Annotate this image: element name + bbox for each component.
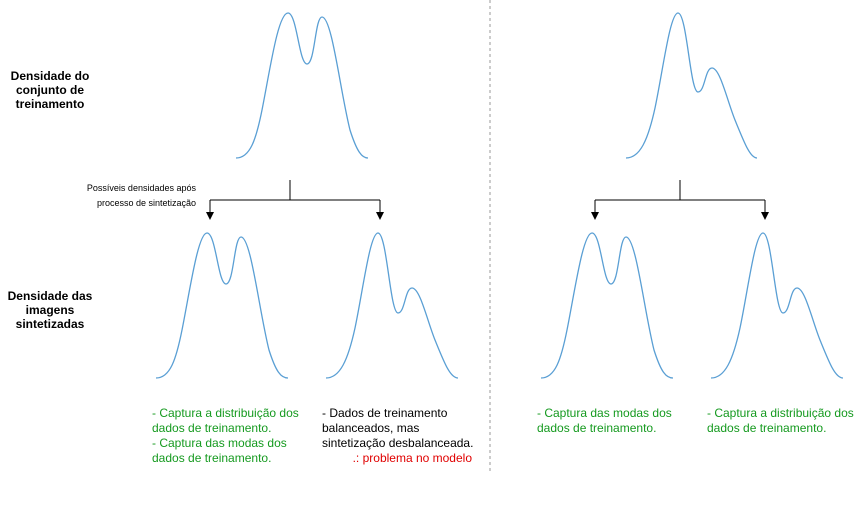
connector-left — [209, 180, 381, 213]
connector-right — [594, 180, 766, 213]
note-left-a-line-2: - Captura das modas dos dados de treinam… — [152, 436, 287, 465]
curve-right-training-unbalanced — [625, 12, 758, 159]
note-left-a-line-1: - Captura a distribuição dos dados de tr… — [152, 406, 299, 435]
note-left-b-line-1: - Dados de treinamento balanceados, mas … — [322, 406, 474, 450]
curve-left-synth-a — [155, 232, 289, 379]
arrow-down-icon — [591, 212, 599, 220]
arrow-down-icon — [761, 212, 769, 220]
note-left-b: - Dados de treinamento balanceados, mas … — [322, 406, 482, 466]
note-right-a-line-1: - Captura das modas dos dados de treinam… — [537, 406, 672, 435]
note-left-a: - Captura a distribuição dos dados de tr… — [152, 406, 317, 466]
curve-right-synth-b — [710, 232, 844, 379]
arrow-down-icon — [206, 212, 214, 220]
note-right-a: - Captura das modas dos dados de treinam… — [537, 406, 702, 436]
curve-left-synth-b — [325, 232, 459, 379]
note-right-b-line-1: - Captura a distribuição dos dados de tr… — [707, 406, 854, 435]
note-left-b-problem: .: problema no modelo — [352, 451, 472, 465]
label-synth-density: Densidade das imagens sintetizadas — [7, 289, 93, 331]
curve-left-training-balanced — [235, 12, 369, 159]
curve-right-synth-a — [540, 232, 674, 379]
label-possible-densities: Possíveis densidades após processo de si… — [86, 183, 196, 208]
note-right-b: - Captura a distribuição dos dados de tr… — [707, 406, 857, 436]
arrow-down-icon — [376, 212, 384, 220]
label-training-density: Densidade do conjunto de treinamento — [10, 69, 90, 111]
